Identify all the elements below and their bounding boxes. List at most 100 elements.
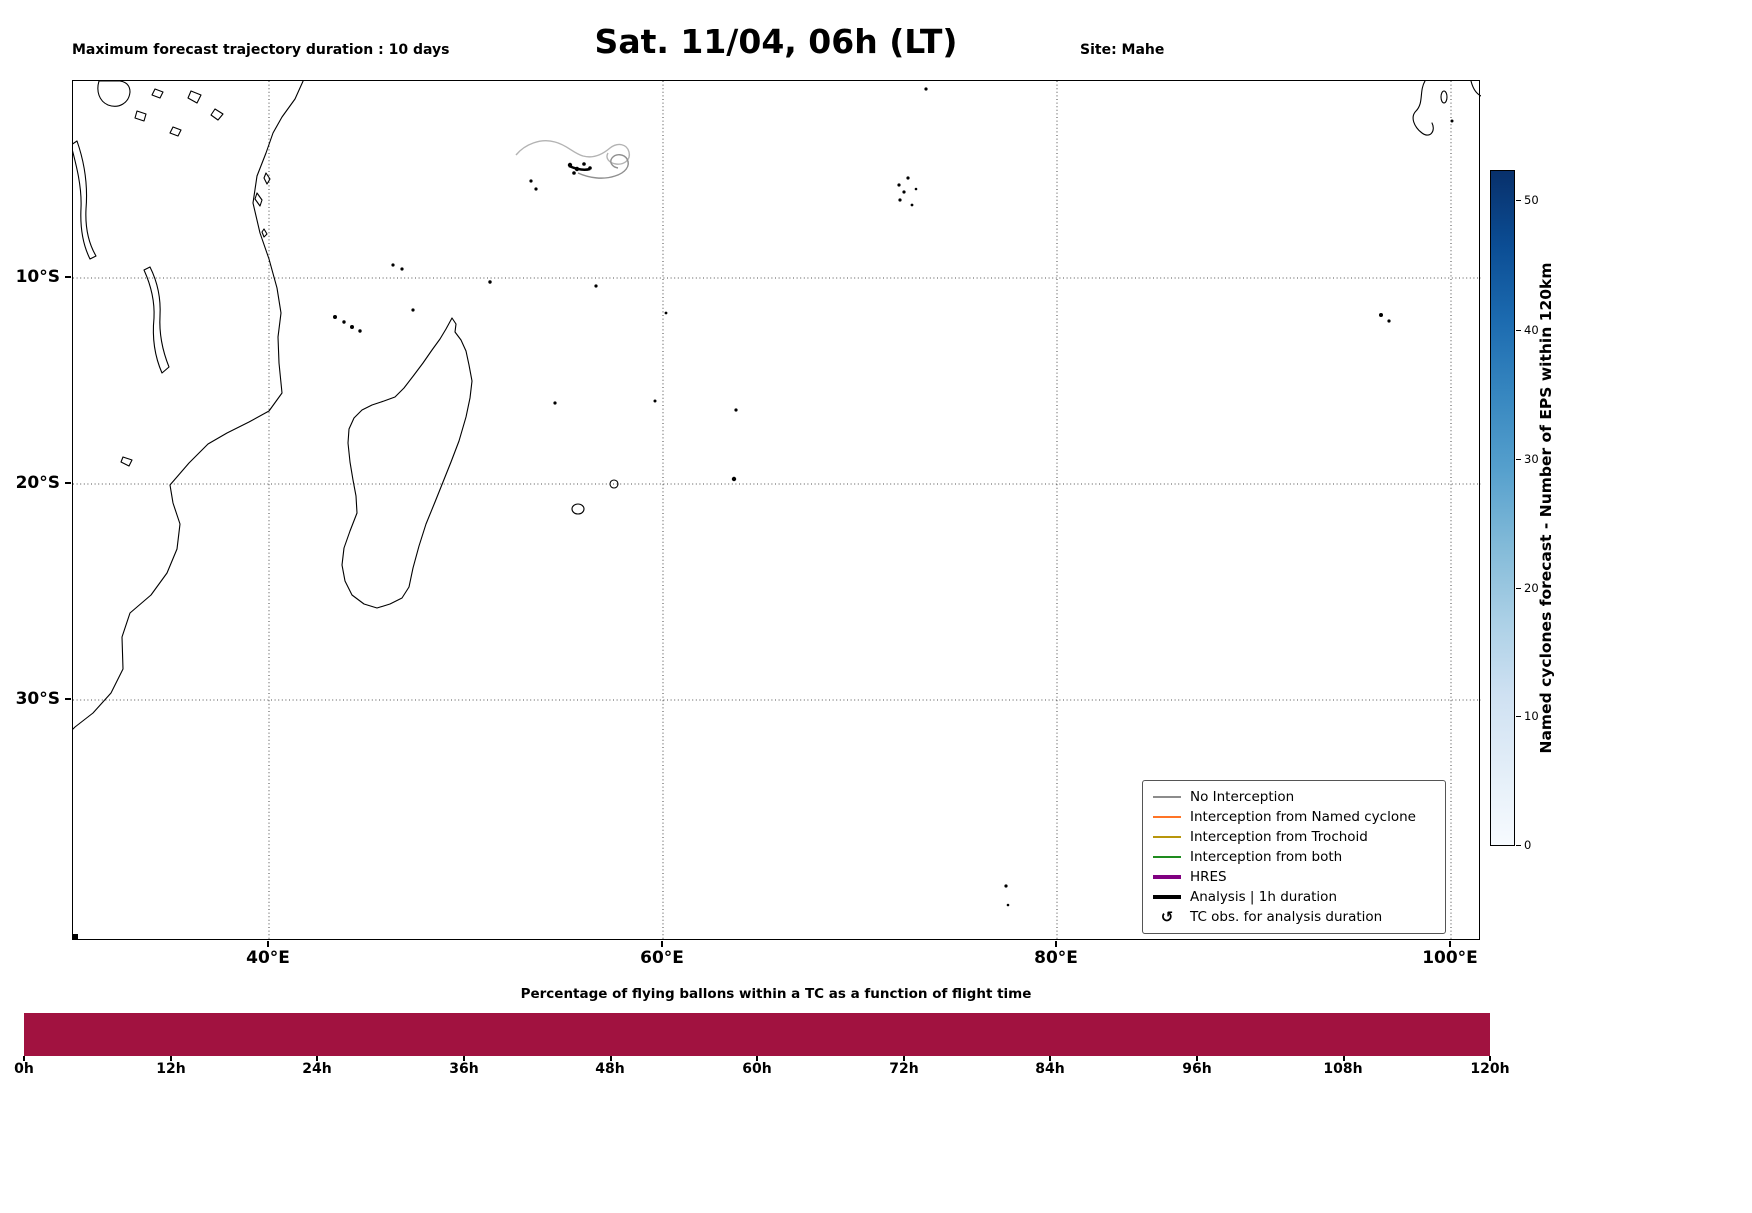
pemba-island-outline [263, 172, 271, 185]
legend-label: Interception from both [1190, 849, 1343, 865]
map-panel: No Interception Interception from Named … [72, 80, 1481, 941]
colorbar-tickmark [1516, 845, 1521, 847]
legend-item-both: Interception from both [1153, 847, 1435, 867]
y-axis-tickmark [65, 482, 71, 484]
legend-label: Interception from Trochoid [1190, 829, 1368, 845]
flight-time-tickmark [23, 1056, 25, 1061]
x-axis-tick-label: 40°E [246, 948, 290, 968]
inland-lake-outline [120, 456, 133, 467]
flight-time-chart-title: Percentage of flying ballons within a TC… [520, 986, 1032, 1002]
legend-line-swatch [1153, 875, 1181, 879]
y-axis-tickmark [65, 276, 71, 278]
flight-time-tick-label: 0h [14, 1061, 34, 1077]
colorbar-tick-label: 30 [1524, 452, 1539, 466]
flight-time-tickmark [1343, 1056, 1345, 1061]
sumatra-coast-fragment [1412, 81, 1434, 136]
lake-victoria-outline [97, 81, 131, 107]
legend-line-swatch [1153, 895, 1181, 899]
flight-time-tick-label: 120h [1470, 1061, 1510, 1077]
lake-tanganyika-outline [73, 140, 97, 260]
mafia-island-outline [261, 228, 268, 238]
legend-line-swatch [1153, 816, 1181, 818]
x-axis-tickmark [661, 941, 663, 947]
madagascar-coastline [341, 317, 473, 609]
legend-label: TC obs. for analysis duration [1190, 909, 1383, 925]
legend-item-hres: HRES [1153, 867, 1435, 887]
trajectory-analysis [568, 164, 591, 172]
y-axis-tick-label: 10°S [15, 267, 60, 287]
colorbar-gradient [1490, 170, 1515, 846]
inland-lake-outline [134, 110, 147, 122]
legend-label: HRES [1190, 869, 1227, 885]
colorbar-axis-label: Named cyclones forecast - Number of EPS … [1537, 262, 1555, 754]
legend-label: Interception from Named cyclone [1190, 809, 1416, 825]
sumatra-coast-fragment [1470, 81, 1481, 97]
x-axis-tick-label: 100°E [1422, 948, 1478, 968]
flight-time-tickmark [1489, 1056, 1491, 1061]
y-axis-tick-label: 30°S [15, 689, 60, 709]
flight-time-tick-label: 48h [595, 1061, 625, 1077]
flight-time-tick-label: 24h [302, 1061, 332, 1077]
x-axis-tickmark [267, 941, 269, 947]
flight-time-tick-label: 60h [742, 1061, 772, 1077]
colorbar-tick-label: 0 [1524, 838, 1532, 852]
inland-lake-outline [169, 126, 182, 137]
legend-item-no-interception: No Interception [1153, 787, 1435, 807]
legend-item-analysis: Analysis | 1h duration [1153, 887, 1435, 907]
flight-time-tickmark [170, 1056, 172, 1061]
y-axis-tick-label: 20°S [15, 473, 60, 493]
colorbar-tickmark [1516, 459, 1521, 461]
param-trajectory-duration: Maximum forecast trajectory duration : 1… [72, 42, 450, 58]
flight-time-tick-label: 12h [156, 1061, 186, 1077]
flight-time-tickmark [316, 1056, 318, 1061]
colorbar-tick-label: 50 [1524, 193, 1539, 207]
zanzibar-island-outline [254, 192, 263, 207]
flight-time-tickmark [463, 1056, 465, 1061]
trajectories-no-interception [515, 140, 631, 179]
grid-lines [73, 81, 1481, 941]
legend-label: Analysis | 1h duration [1190, 889, 1337, 905]
africa-coastline [73, 81, 304, 730]
inland-lake-outline [210, 108, 224, 121]
y-axis-tickmark [65, 698, 71, 700]
map-legend: No Interception Interception from Named … [1142, 780, 1446, 934]
legend-label: No Interception [1190, 789, 1295, 805]
flight-time-tick-label: 36h [449, 1061, 479, 1077]
flight-time-tickmark [903, 1056, 905, 1061]
flight-time-tickmark [756, 1056, 758, 1061]
coastlines [73, 81, 1481, 730]
legend-line-swatch [1153, 836, 1181, 838]
inland-lake-outline [151, 88, 164, 99]
legend-line-swatch [1153, 856, 1181, 858]
x-axis-tick-label: 60°E [640, 948, 684, 968]
legend-line-swatch [1153, 796, 1181, 798]
x-axis-tickmark [1449, 941, 1451, 947]
lake-malawi-outline [143, 266, 170, 374]
colorbar-tickmark [1516, 588, 1521, 590]
x-axis-tickmark [1055, 941, 1057, 947]
colorbar-tick-label: 40 [1524, 323, 1539, 337]
colorbar-tick-label: 10 [1524, 709, 1539, 723]
flight-time-tickmark [610, 1056, 612, 1061]
legend-item-named-cyclone: Interception from Named cyclone [1153, 807, 1435, 827]
flight-time-tickmark [1049, 1056, 1051, 1061]
rotate-ccw-icon: ↺ [1160, 908, 1174, 926]
corner-landmark [73, 934, 78, 939]
inland-lake-outline [187, 90, 202, 104]
map-canvas [73, 81, 1481, 941]
flight-time-tick-label: 96h [1182, 1061, 1212, 1077]
flight-time-bar [24, 1013, 1490, 1056]
small-islands [73, 87, 1454, 939]
mauritius-outline [609, 479, 619, 489]
flight-time-tickmark [1196, 1056, 1198, 1061]
colorbar-tick-label: 20 [1524, 581, 1539, 595]
flight-time-tick-label: 72h [889, 1061, 919, 1077]
colorbar-tickmark [1516, 716, 1521, 718]
legend-item-tc-obs: ↺ TC obs. for analysis duration [1153, 907, 1435, 927]
colorbar-tickmark [1516, 330, 1521, 332]
legend-item-trochoid: Interception from Trochoid [1153, 827, 1435, 847]
colorbar-tickmark [1516, 200, 1521, 202]
mentawai-islet-outline [1440, 90, 1448, 104]
info-site: Site: Mahe [1080, 42, 1165, 58]
